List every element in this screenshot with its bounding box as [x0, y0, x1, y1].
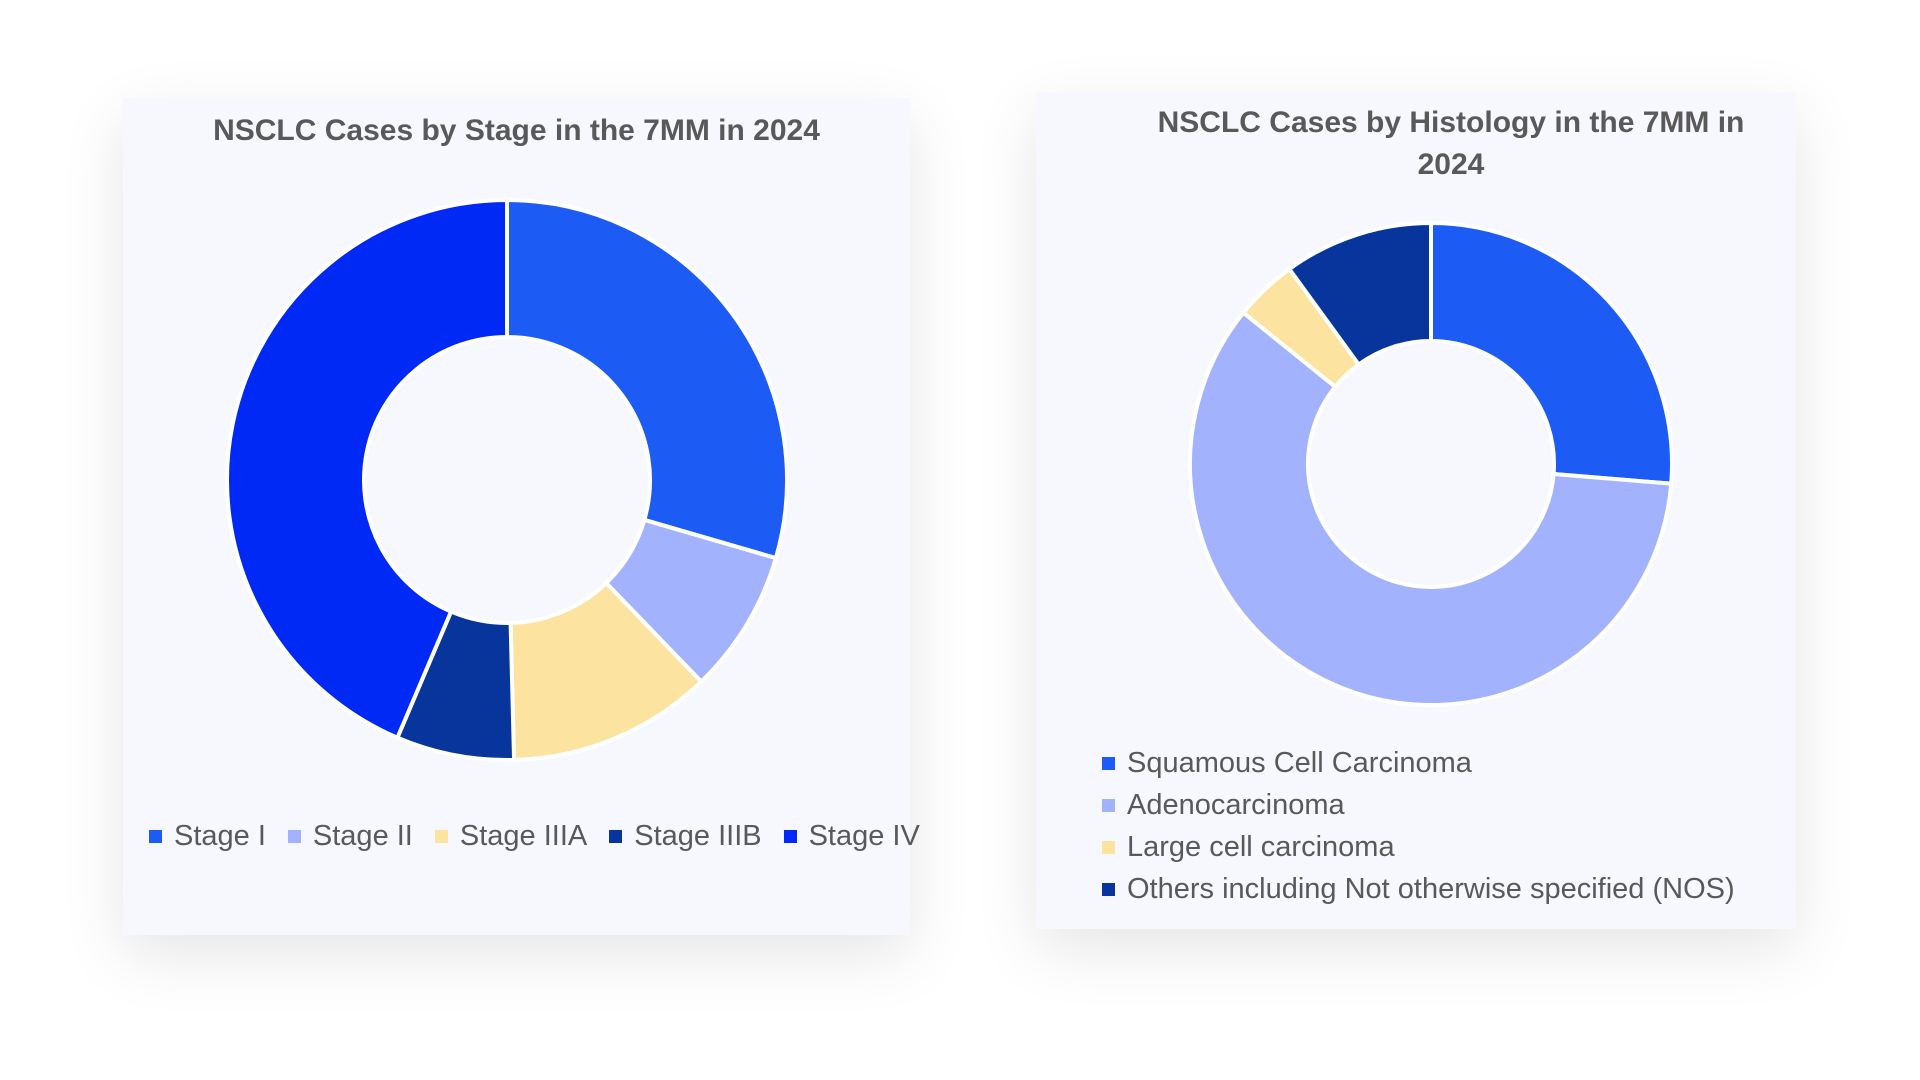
legend-item: Adenocarcinoma [1102, 784, 1735, 826]
legend-swatch [287, 830, 301, 843]
legend-label: Large cell carcinoma [1127, 831, 1395, 863]
stage-chart-title: NSCLC Cases by Stage in the 7MM in 2024 [213, 114, 820, 147]
donut-slice-squamous-cell-carcinoma [1429, 220, 1674, 486]
histology-chart-title: NSCLC Cases by Histology in the 7MM in 2… [1157, 106, 1745, 181]
legend-swatch [149, 830, 162, 843]
donut-slice-stage-iv [225, 197, 509, 741]
legend-swatch [783, 830, 797, 843]
legend-label: Stage IIIA [459, 820, 588, 852]
legend-item: Stage IIIA [434, 820, 588, 853]
legend-label: Stage II [312, 820, 413, 852]
legend-label: Stage I [174, 820, 266, 852]
legend-swatch [609, 830, 623, 843]
donut-slice-others-including-not-otherwise-specified-nos [1286, 220, 1433, 368]
stage-legend: Stage I Stage II Stage IIIA Stage IIIB Stage… [149, 820, 920, 853]
legend-swatch [434, 830, 448, 843]
legend-item: Others including Not otherwise specified… [1102, 868, 1735, 910]
legend-label: Adenocarcinoma [1127, 789, 1345, 821]
legend-swatch [1102, 798, 1115, 812]
legend-label: Stage IIIB [634, 820, 762, 852]
legend-label: Squamous Cell Carcinoma [1127, 747, 1472, 779]
legend-item: Stage I [149, 820, 266, 853]
legend-item: Stage IIIB [609, 820, 762, 853]
legend-swatch [1102, 756, 1115, 770]
legend-item: Stage IV [783, 820, 920, 853]
legend-swatch [1102, 882, 1115, 896]
histology-legend: Squamous Cell Carcinoma Adenocarcinoma Lar… [1102, 742, 1735, 910]
legend-label: Others including Not otherwise specified… [1127, 873, 1735, 905]
legend-item: Stage II [287, 820, 413, 853]
legend-swatch [1102, 840, 1115, 854]
legend-item: Large cell carcinoma [1102, 826, 1735, 868]
legend-item: Squamous Cell Carcinoma [1102, 742, 1735, 784]
donut-slice-stage-i [505, 197, 789, 561]
legend-label: Stage IV [808, 820, 920, 852]
donut-slice-adenocarcinoma [1188, 309, 1674, 707]
